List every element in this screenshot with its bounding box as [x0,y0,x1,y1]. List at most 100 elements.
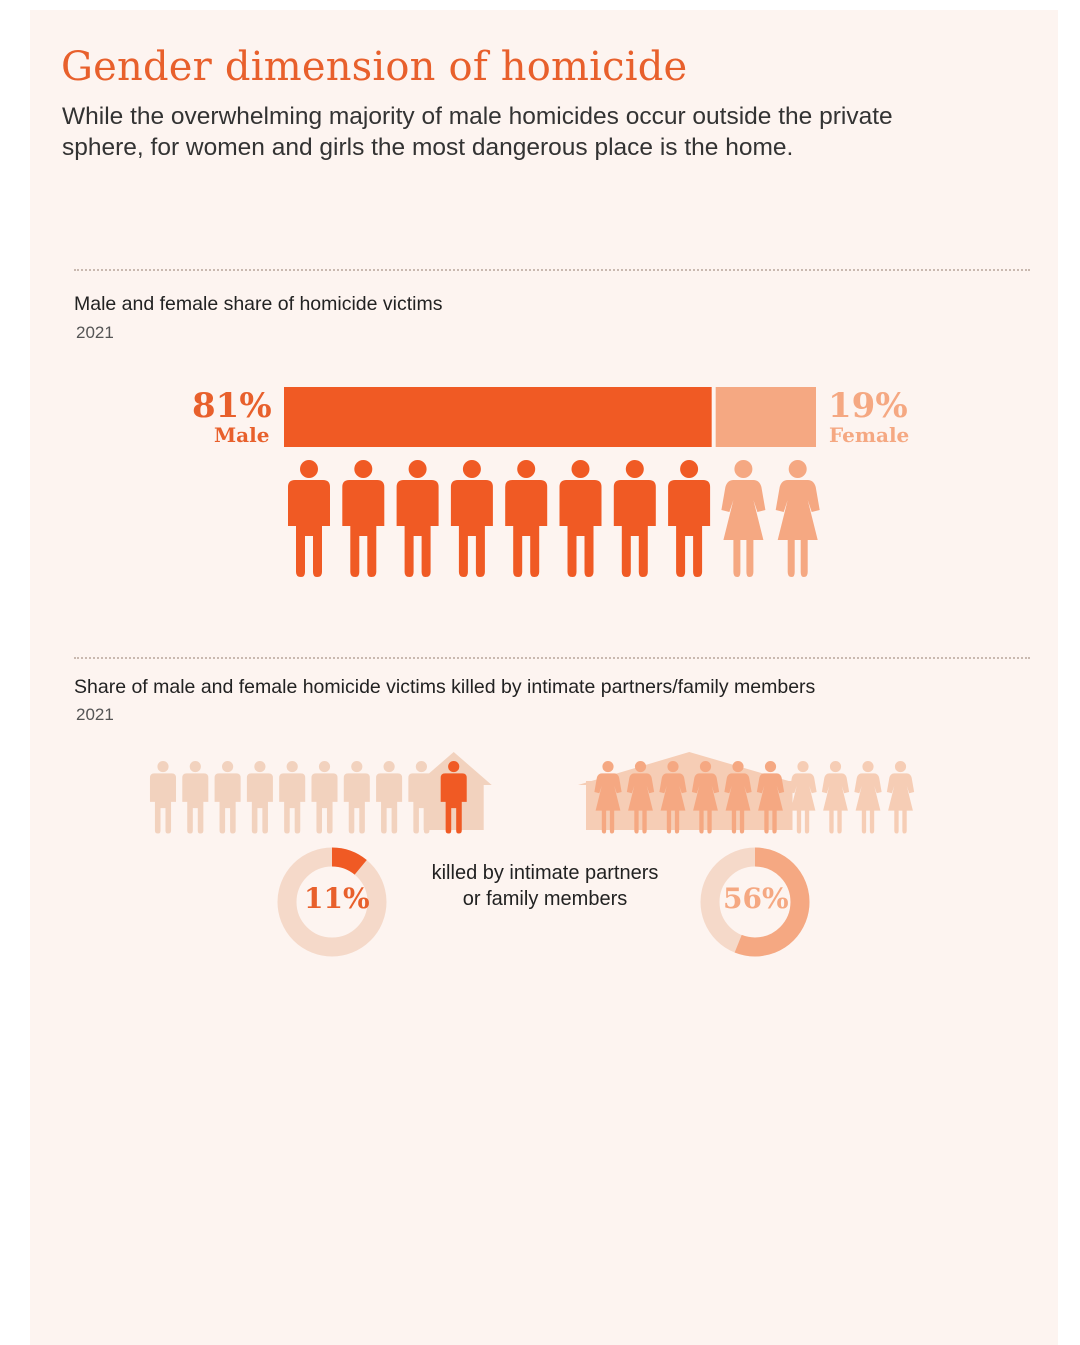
icon-head [602,761,614,773]
icon-head [448,761,460,773]
page-subtitle: While the overwhelming majority of male … [62,103,893,161]
male-pct-label: 81% [192,386,272,426]
icon-body [450,480,493,577]
female-donut-label: 56% [723,882,789,915]
male-person-icon [408,761,435,834]
male-home-victim-icon [440,761,467,834]
female-person-icon [854,761,882,834]
icon-body [559,480,602,577]
icon-head [517,460,536,478]
icon-body [505,480,548,577]
icon-body [246,773,273,834]
male-person-icon [450,460,493,577]
icon-head [797,761,809,773]
icon-head [415,761,427,773]
icon-body [691,773,720,834]
section1-year: 2021 [76,323,114,342]
divider-top [74,269,1030,271]
female-label: Female [829,423,910,447]
icon-body [182,773,209,834]
icon-body [311,773,338,834]
female-home-victim-icon [626,761,655,834]
icon-head [862,761,874,773]
male-person-icon [559,460,602,577]
icon-head [318,761,331,773]
icon-body [886,773,915,834]
page-title: Gender dimension of homicide [61,44,688,90]
male-label: Male [214,423,270,447]
icon-head [157,761,169,773]
female-home-victim-icon [691,761,720,834]
female-home-victim-icon [756,761,785,834]
icon-body [626,773,655,834]
female-person-icon [821,761,850,834]
icon-head [408,460,427,478]
divider-middle [74,657,1030,659]
male-share-bar [284,387,712,447]
icon-head [286,761,298,773]
male-person-icon [182,761,209,834]
icon-head [634,761,647,773]
icon-body [775,480,820,577]
male-person-icon [396,460,439,577]
male-donut-arc [277,847,387,957]
male-donut-label: 11% [304,882,370,915]
icon-head [300,460,318,478]
icon-head [667,761,679,773]
icon-body [756,773,785,834]
icon-head [788,460,807,478]
female-person-icon [721,460,766,577]
icon-body [214,773,241,834]
icon-head [222,761,234,773]
icon-body [440,773,467,834]
section1-title: Male and female share of homicide victim… [74,293,443,315]
icon-head [189,761,201,773]
icon-head [351,761,363,773]
icon-body [668,480,711,577]
section2-title: Share of male and female homicide victim… [74,676,816,698]
female-donut-arc [700,847,810,957]
icon-body [821,773,850,834]
icon-head [462,460,481,478]
icon-head [732,761,744,773]
icon-body [342,480,385,577]
female-person-icon [789,761,817,834]
female-pct-label: 19% [828,386,908,426]
icon-head [254,761,266,773]
donut-caption: killed by intimate partners or family me… [431,862,659,910]
icon-body [724,773,752,834]
icon-body [613,480,656,577]
icon-body [408,773,435,834]
icon-head [734,460,753,478]
icon-body [854,773,882,834]
male-person-icon [342,460,385,577]
icon-body [343,773,370,834]
icon-head [383,761,395,773]
male-person-icon [505,460,548,577]
icon-head [354,460,373,478]
female-person-icon [886,761,915,834]
icon-body [789,773,817,834]
female-home-victim-icon [724,761,752,834]
icon-head [625,460,644,478]
male-person-icon [376,761,403,834]
male-person-icon [613,460,656,577]
icon-body [149,773,177,834]
female-person-icon [775,460,820,577]
male-person-icon [343,761,370,834]
icon-body [659,773,687,834]
male-person-icon [311,761,338,834]
female-home-victim-icon [659,761,687,834]
male-person-icon [214,761,241,834]
icon-body [376,773,403,834]
icon-head [829,761,842,773]
female-home-victim-icon [594,761,622,834]
icon-body [594,773,622,834]
icon-head [699,761,712,773]
infographic-card [30,10,1058,1345]
icon-head [680,460,699,478]
female-share-bar [715,387,816,447]
icon-head [571,460,590,478]
male-person-icon [246,761,273,834]
